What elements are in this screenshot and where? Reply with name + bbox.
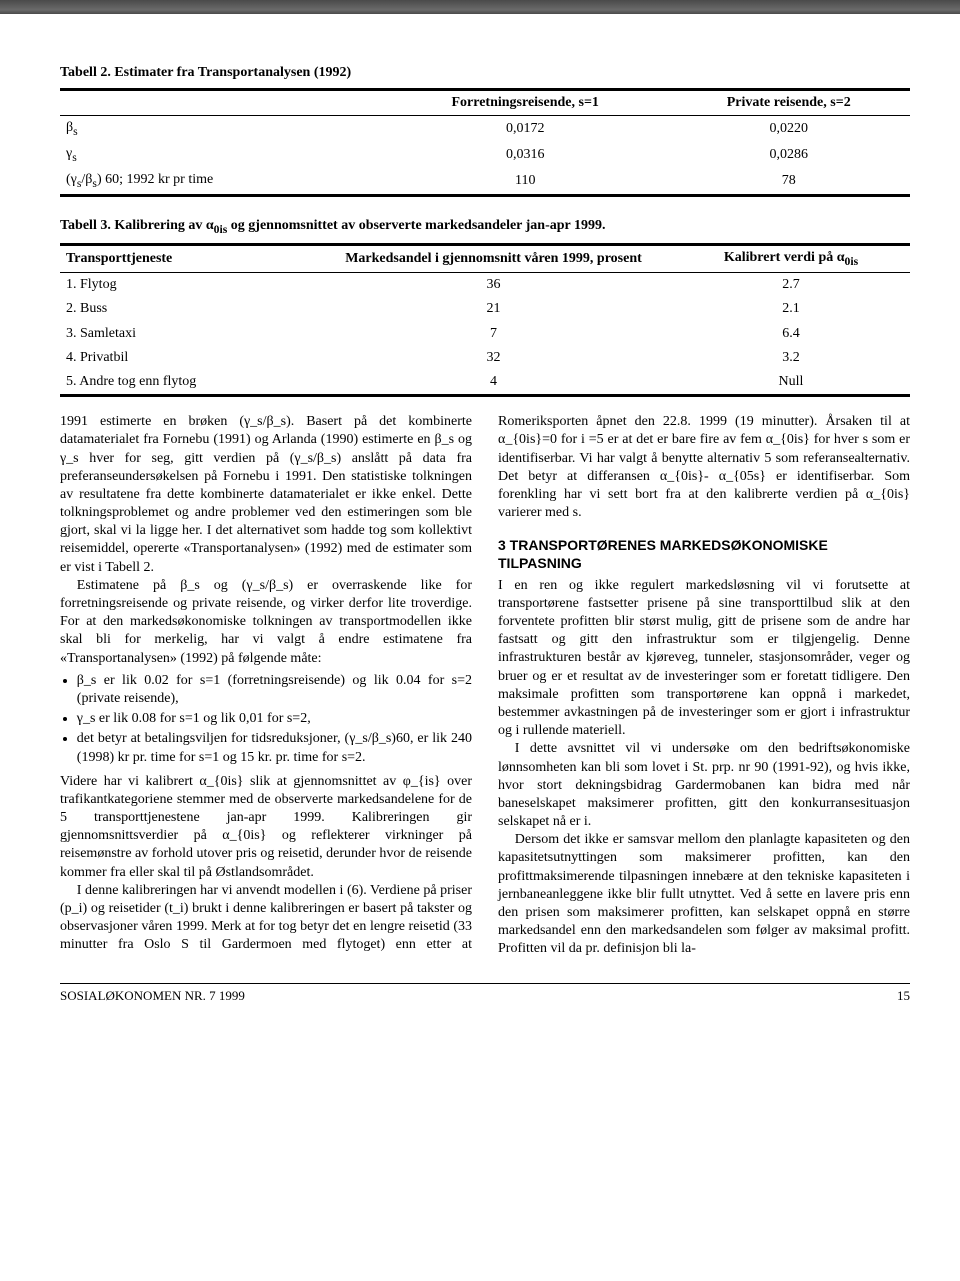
body-columns: 1991 estimerte en brøken (γ_s/β_s). Base…	[60, 413, 910, 958]
bullet-1: β_s er lik 0.02 for s=1 (forretningsreis…	[77, 672, 472, 708]
table3-title: Tabell 3. Kalibrering av α0is og gjennom…	[60, 217, 910, 237]
table3-row3-label: 4. Privatbil	[60, 346, 315, 370]
paragraph-6: I dette avsnittet vil vi undersøke om de…	[498, 740, 910, 831]
table3-row3-v1: 32	[315, 346, 672, 370]
footer-journal: SOSIALØKONOMEN NR. 7 1999	[60, 988, 245, 1005]
table3-row3-v2: 3.2	[672, 346, 910, 370]
table3-row2-label: 3. Samletaxi	[60, 322, 315, 346]
paragraph-3: Videre har vi kalibrert α_{0is} slik at …	[60, 773, 472, 882]
paragraph-2: Estimatene på β_s og (γ_s/β_s) er overra…	[60, 577, 472, 668]
table3-row4-v1: 4	[315, 370, 672, 396]
table2-row1-v2: 0,0286	[667, 142, 910, 168]
page-footer: SOSIALØKONOMEN NR. 7 1999 15	[60, 983, 910, 1005]
table2-colhead-2: Private reisende, s=2	[667, 90, 910, 116]
table2-row0-v2: 0,0220	[667, 116, 910, 142]
table3-row0-v2: 2.7	[672, 273, 910, 298]
table2-title: Tabell 2. Estimater fra Transportanalyse…	[60, 64, 910, 82]
table2-row0-v1: 0,0172	[383, 116, 667, 142]
table2-colhead-1: Forretningsreisende, s=1	[383, 90, 667, 116]
table3-row0-label: 1. Flytog	[60, 273, 315, 298]
footer-page-number: 15	[897, 988, 910, 1005]
table3-colhead-1: Markedsandel i gjennomsnitt våren 1999, …	[315, 245, 672, 273]
bullet-list: β_s er lik 0.02 for s=1 (forretningsreis…	[60, 672, 472, 767]
table2-row1-label: γs	[60, 142, 383, 168]
bullet-3: det betyr at betalingsviljen for tidsred…	[77, 730, 472, 766]
table3-row1-label: 2. Buss	[60, 297, 315, 321]
table3: Transporttjeneste Markedsandel i gjennom…	[60, 243, 910, 397]
table3-row1-v1: 21	[315, 297, 672, 321]
table3-colhead-0: Transporttjeneste	[60, 245, 315, 273]
table3-row1-v2: 2.1	[672, 297, 910, 321]
table3-row2-v2: 6.4	[672, 322, 910, 346]
table2-row0-label: βs	[60, 116, 383, 142]
table3-row4-label: 5. Andre tog enn flytog	[60, 370, 315, 396]
table2-row2-v2: 78	[667, 168, 910, 195]
paragraph-5: I en ren og ikke regulert markedsløsning…	[498, 577, 910, 741]
paragraph-1: 1991 estimerte en brøken (γ_s/β_s). Base…	[60, 413, 472, 577]
table2-row2-label: (γs/βs) 60; 1992 kr pr time	[60, 168, 383, 195]
bullet-2: γ_s er lik 0.08 for s=1 og lik 0,01 for …	[77, 710, 472, 728]
section-3-heading: 3 TRANSPORTØRENES MARKEDSØKONOMISKE TILP…	[498, 536, 910, 572]
table2-row2-v1: 110	[383, 168, 667, 195]
table3-colhead-2: Kalibrert verdi på α0is	[672, 245, 910, 273]
table3-row0-v1: 36	[315, 273, 672, 298]
page-top-decorative-bar	[0, 0, 960, 14]
table3-row4-v2: Null	[672, 370, 910, 396]
table2-row1-v1: 0,0316	[383, 142, 667, 168]
table3-row2-v1: 7	[315, 322, 672, 346]
paragraph-7: Dersom det ikke er samsvar mellom den pl…	[498, 831, 910, 958]
table2: Forretningsreisende, s=1 Private reisend…	[60, 88, 910, 197]
